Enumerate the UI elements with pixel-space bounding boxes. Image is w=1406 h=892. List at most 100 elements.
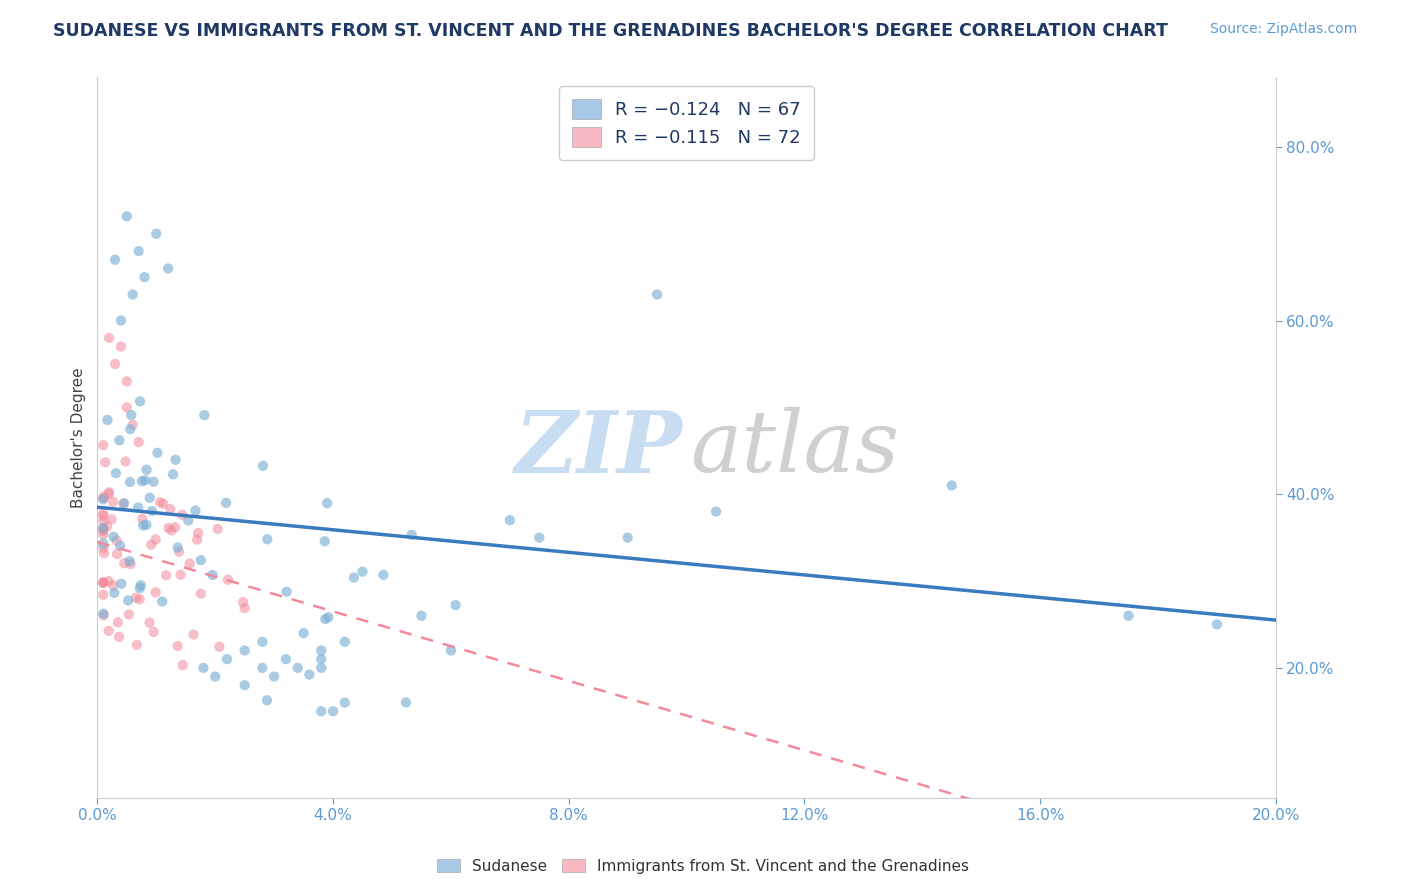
Point	[499, 513, 522, 527]
Point	[252, 661, 274, 675]
Point	[91, 521, 114, 535]
Point	[166, 639, 188, 653]
Point	[91, 607, 114, 621]
Point	[139, 491, 162, 505]
Point	[276, 584, 298, 599]
Point	[131, 475, 153, 489]
Point	[129, 394, 152, 409]
Y-axis label: Bachelor's Degree: Bachelor's Degree	[72, 368, 86, 508]
Point	[444, 598, 467, 612]
Point	[121, 287, 143, 301]
Point	[91, 536, 114, 550]
Point	[120, 557, 142, 571]
Point	[165, 520, 187, 534]
Point	[120, 422, 142, 436]
Point	[145, 533, 167, 547]
Point	[145, 227, 167, 241]
Point	[298, 667, 321, 681]
Point	[108, 434, 131, 448]
Point	[91, 588, 114, 602]
Point	[104, 466, 127, 480]
Point	[215, 652, 238, 666]
Point	[115, 210, 138, 224]
Point	[91, 575, 114, 590]
Point	[134, 473, 156, 487]
Point	[343, 570, 366, 584]
Point	[169, 567, 191, 582]
Point	[287, 661, 309, 675]
Point	[252, 458, 274, 473]
Point	[118, 554, 141, 568]
Point	[186, 533, 208, 547]
Point	[112, 556, 135, 570]
Point	[108, 539, 131, 553]
Point	[292, 626, 315, 640]
Point	[145, 585, 167, 599]
Point	[98, 331, 121, 345]
Point	[1118, 608, 1140, 623]
Point	[193, 408, 215, 422]
Point	[149, 495, 172, 509]
Point	[941, 478, 963, 492]
Point	[373, 567, 395, 582]
Point	[141, 504, 163, 518]
Point	[233, 601, 256, 615]
Point	[120, 408, 142, 422]
Point	[91, 541, 114, 555]
Point	[91, 492, 114, 507]
Point	[112, 496, 135, 510]
Point	[128, 244, 150, 258]
Point	[91, 522, 114, 536]
Point	[105, 547, 128, 561]
Point	[91, 527, 114, 541]
Point	[193, 661, 215, 675]
Point	[160, 524, 183, 538]
Point	[157, 261, 180, 276]
Point	[107, 615, 129, 630]
Point	[115, 401, 138, 415]
Point	[179, 557, 201, 571]
Point	[132, 518, 155, 533]
Point	[207, 522, 229, 536]
Point	[127, 500, 149, 515]
Point	[93, 546, 115, 560]
Point	[190, 553, 212, 567]
Legend: R = −0.124   N = 67, R = −0.115   N = 72: R = −0.124 N = 67, R = −0.115 N = 72	[560, 87, 814, 160]
Point	[256, 693, 278, 707]
Point	[125, 591, 148, 605]
Point	[96, 519, 118, 533]
Point	[157, 521, 180, 535]
Point	[166, 541, 188, 555]
Point	[704, 504, 727, 518]
Point	[529, 531, 551, 545]
Point	[91, 524, 114, 538]
Point	[112, 497, 135, 511]
Point	[104, 357, 127, 371]
Point	[274, 652, 297, 666]
Point	[155, 568, 177, 582]
Point	[134, 270, 156, 285]
Point	[141, 538, 163, 552]
Point	[128, 592, 150, 607]
Point	[165, 452, 187, 467]
Point	[91, 491, 114, 505]
Point	[187, 525, 209, 540]
Point	[440, 643, 463, 657]
Point	[316, 610, 339, 624]
Point	[131, 512, 153, 526]
Point	[114, 454, 136, 468]
Point	[395, 696, 418, 710]
Point	[103, 578, 125, 592]
Point	[232, 595, 254, 609]
Point	[91, 514, 114, 528]
Point	[233, 643, 256, 657]
Point	[150, 594, 173, 608]
Point	[103, 530, 125, 544]
Text: Source: ZipAtlas.com: Source: ZipAtlas.com	[1209, 22, 1357, 37]
Point	[411, 608, 433, 623]
Point	[91, 575, 114, 590]
Point	[314, 612, 336, 626]
Point	[104, 252, 127, 267]
Point	[616, 531, 638, 545]
Point	[98, 485, 121, 500]
